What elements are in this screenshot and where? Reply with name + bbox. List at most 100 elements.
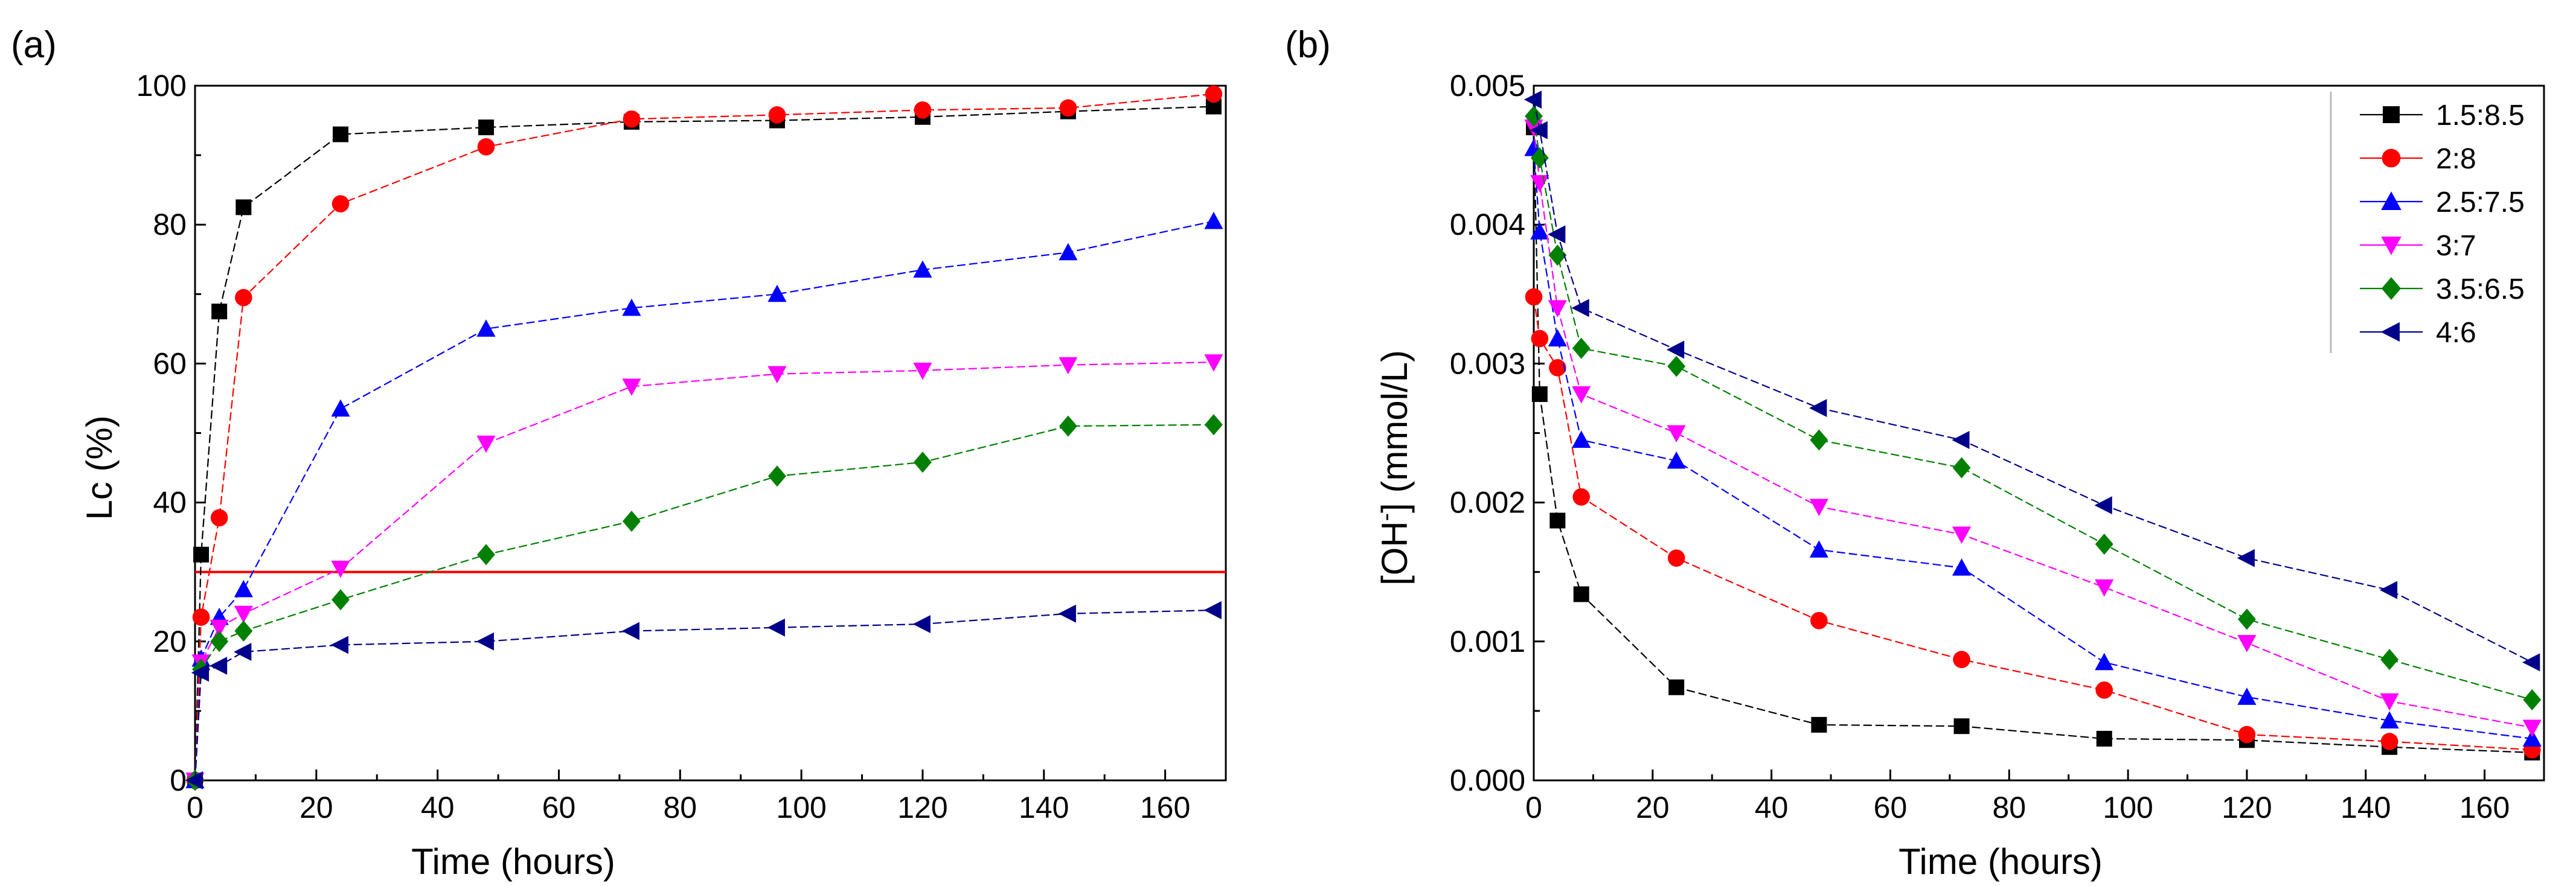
panel-b-x-tick-label: 100 <box>2103 791 2153 824</box>
panel-b-legend-item: 1.5:8.5 <box>2360 100 2525 132</box>
panel-a-x-tick-label: 60 <box>542 791 576 824</box>
panel-b-data-point <box>1667 549 1685 567</box>
panel-a-data-point <box>332 589 350 611</box>
panel-a-data-point <box>621 622 639 640</box>
panel-b-legend-label: 2:8 <box>2436 143 2476 175</box>
panel-b-x-tick-label: 40 <box>1755 791 1789 824</box>
panel-b-legend-marker <box>2381 277 2401 300</box>
panel-b-data-point <box>1811 716 1827 733</box>
panel-a-x-tick-label: 160 <box>1140 791 1190 824</box>
panel-b-data-point <box>1952 431 1970 449</box>
panel-b-data-point <box>1572 386 1591 404</box>
panel-b-data-point <box>2094 496 2112 515</box>
panel-b-data-point <box>1548 244 1567 266</box>
panel-b-legend-item: 2.5:7.5 <box>2360 186 2525 218</box>
panel-b-x-tick-label: 140 <box>2341 791 2391 824</box>
panel-a-data-point <box>1058 604 1076 623</box>
panel-b-data-point <box>2237 549 2255 567</box>
panel-a-data-point <box>192 608 210 626</box>
panel-b-data-point <box>1666 340 1685 359</box>
panel-a-x-axis-title: Time (hours) <box>411 841 615 882</box>
panel-a-data-point <box>234 643 252 661</box>
panel-b-series-3-7 <box>1524 120 2542 738</box>
panel-a-data-point <box>1204 414 1223 436</box>
panel-b-data-point <box>2380 711 2399 729</box>
panel-a-x-tick-label: 120 <box>897 791 947 824</box>
panel-b-data-point <box>1523 91 1542 109</box>
panel-a-data-point <box>622 298 641 316</box>
panel-a-label: (a) <box>11 24 57 66</box>
panel-b-y-tick-label: 0.005 <box>1450 69 1525 103</box>
panel-a-data-point <box>330 636 348 654</box>
panel-b-data-point <box>1953 718 1970 735</box>
panel-a-data-point <box>332 195 350 212</box>
panel-a-data-point <box>332 126 348 142</box>
panel-b-data-point <box>2095 579 2114 597</box>
panel-b-data-point <box>1572 488 1591 506</box>
panel-a-series-2-8 <box>186 85 1223 789</box>
panel-b-data-point <box>2522 719 2542 738</box>
panel-b-chart: (b) 0 20 40 60 80 100 120 140 160 0.000 0.001 0.002… <box>1285 24 2545 882</box>
panel-b-y-title-sup: - <box>1373 513 1399 521</box>
panel-a-data-point <box>1204 354 1223 372</box>
panel-b-y-tick-label: 0.000 <box>1450 763 1525 797</box>
panel-a-data-point <box>914 101 932 119</box>
panel-b-legend-label: 3:7 <box>2436 230 2476 262</box>
panel-a-data-point <box>476 319 496 337</box>
panel-a-series-4-6 <box>185 601 1222 789</box>
panel-a-data-point <box>478 120 494 136</box>
panel-a-data-point <box>191 663 210 682</box>
panel-a-data-point <box>331 399 350 417</box>
panel-a-series-3-7 <box>185 354 1223 790</box>
panel-b-data-point <box>1667 425 1686 443</box>
panel-a-series-line <box>194 106 1214 781</box>
panel-b-y-title-prefix: [OH <box>1374 521 1415 585</box>
panel-b-data-point <box>2095 652 2114 671</box>
panel-b-data-point <box>2096 730 2112 747</box>
panel-a-data-point <box>1059 99 1077 117</box>
panel-a-y-axis-title: Lc (%) <box>79 415 120 520</box>
panel-b-data-point <box>2237 608 2256 630</box>
panel-b-data-point <box>1809 499 1828 517</box>
panel-b-data-point <box>2380 649 2399 671</box>
panel-b-data-point <box>1952 526 1972 544</box>
panel-b-series-2-8 <box>1525 288 2541 759</box>
panel-b-y-tick-label: 0.001 <box>1450 625 1525 658</box>
panel-a-data-point <box>209 657 228 675</box>
panel-b-data-point <box>1548 300 1567 317</box>
panel-a-data-point <box>235 288 252 307</box>
panel-a-data-point <box>211 304 228 320</box>
panel-b-data-point <box>1952 457 1971 479</box>
panel-b-data-point <box>1809 399 1827 418</box>
panel-a-plot-layer <box>185 85 1226 791</box>
panel-b-y-axis-title: [OH-] (mmol/L) <box>1373 350 1415 585</box>
panel-b-data-point <box>2523 689 2542 711</box>
panel-a-data-point <box>234 620 253 642</box>
panel-b-series-4-6 <box>1523 91 2540 672</box>
panel-b-data-point <box>1953 651 1970 669</box>
panel-a-data-point <box>768 106 786 124</box>
panel-b-data-point <box>1952 558 1972 576</box>
panel-b-legend-marker <box>2383 106 2400 123</box>
panel-a-data-point <box>476 435 496 453</box>
panel-b-legend-marker <box>2381 191 2401 210</box>
panel-a-data-point <box>913 451 932 473</box>
panel-a-x-tick-label: 140 <box>1019 791 1069 824</box>
panel-b-data-point <box>1571 299 1589 317</box>
panel-a-x-tick-label: 40 <box>421 791 455 824</box>
panel-b-data-point <box>2379 581 2398 599</box>
panel-b-data-point <box>1549 512 1566 529</box>
panel-b-x-tick-label: 120 <box>2222 791 2272 824</box>
panel-b-data-point <box>1810 429 1828 451</box>
panel-b-data-point <box>2237 687 2257 705</box>
panel-b-legend: 1.5:8.5 2:8 2.5:7.5 3:7 3.5:6.5 4:6 <box>2330 92 2525 353</box>
panel-a-data-point <box>210 631 229 652</box>
panel-a-data-point <box>210 509 228 527</box>
panel-b-data-point <box>1548 225 1566 244</box>
panel-a-y-tick-label: 0 <box>170 763 187 797</box>
panel-b-legend-label: 2.5:7.5 <box>2436 186 2525 218</box>
panel-b-data-point <box>1531 386 1548 403</box>
panel-b-legend-marker <box>2382 148 2401 168</box>
panel-b-data-point <box>2380 733 2398 750</box>
panel-b-series-3-5-6-5 <box>1525 106 2542 711</box>
